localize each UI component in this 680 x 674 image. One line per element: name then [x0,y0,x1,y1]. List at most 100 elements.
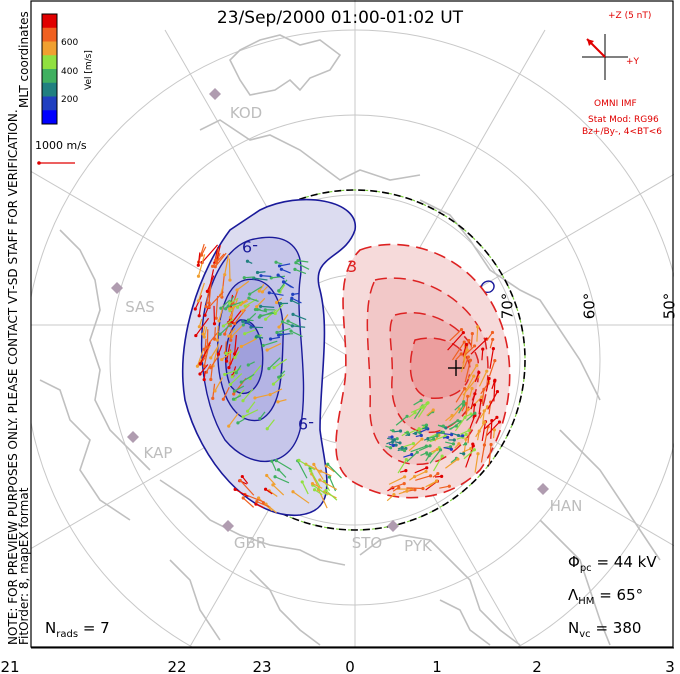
velocity-vector-origin [461,331,465,335]
velocity-vector [485,378,490,392]
velocity-vector [449,408,460,422]
velocity-vector-origin [388,446,393,450]
velocity-vector [197,252,201,266]
velocity-vector [389,483,405,490]
velocity-vector-origin [310,481,315,486]
velocity-vector-origin [236,421,240,425]
velocity-vector-origin [194,333,198,338]
velocity-vector [244,276,255,279]
velocity-vector-origin [457,407,461,411]
velocity-vector-origin [450,413,454,418]
velocity-vector-origin [428,474,433,478]
velocity-vector-origin [424,469,428,474]
color-bar-segment [42,96,57,111]
velocity-vector-origin [464,442,468,446]
velocity-vector-origin [235,305,240,309]
velocity-vector-origin [489,442,493,447]
velocity-vector-origin [197,325,201,329]
velocity-vector-origin [241,399,245,403]
velocity-vector-origin [424,426,428,430]
velocity-vector-origin [397,485,401,490]
velocity-vector-origin [497,420,502,424]
velocity-vector-origin [491,346,495,351]
velocity-vector-origin [202,335,206,339]
velocity-vector-origin [318,478,322,482]
velocity-vector-origin [205,289,209,294]
velocity-vector [260,275,272,277]
velocity-vector [229,299,238,318]
velocity-vector-origin [470,386,474,391]
velocity-vector-origin [246,318,250,322]
hm-latitude: ΛHM = 65° [568,586,644,607]
velocity-vector [199,342,211,364]
velocity-vector [292,313,307,321]
velocity-vector-origin [464,342,468,347]
velocity-vector [467,365,478,380]
velocity-vector [260,305,275,308]
velocity-vector [227,301,244,308]
velocity-vector-origin [274,260,278,264]
velocity-vector-origin [260,290,265,294]
velocity-vector [417,402,429,418]
velocity-vector [219,322,233,335]
velocity-vector-origin [240,474,244,479]
stat-model-label: Stat Mod: RG96 [588,115,659,125]
velocity-vector [206,275,215,292]
velocity-vector-origin [425,451,429,455]
velocity-vector-origin [404,458,408,462]
velocity-vector-origin [457,442,461,446]
velocity-vector [214,252,227,268]
velocity-vector-origin [267,291,271,295]
velocity-vector [464,360,472,383]
velocity-vector-origin [232,392,236,396]
velocity-vector-origin [472,403,477,407]
velocity-vector-origin [296,259,300,263]
velocity-vector [228,327,236,337]
velocity-vector [203,326,208,338]
velocity-vector-origin [263,487,268,491]
velocity-vector [268,357,281,370]
legend-tick-600: 600 [61,38,79,48]
velocity-vector [271,275,285,279]
velocity-vector-origin [417,427,421,431]
velocity-vector [297,260,309,263]
velocity-vector-origin [271,382,276,386]
velocity-vector-origin [297,458,301,462]
velocity-vector-origin [465,348,469,352]
velocity-vector [218,304,225,322]
velocity-vector [215,295,219,319]
velocity-vector-origin [274,300,279,305]
velocity-vector [210,366,213,380]
mlt-label-0: 0 [345,658,355,674]
velocity-vector-origin [410,452,414,457]
velocity-vector-origin [223,332,227,336]
velocity-vector-origin [327,475,332,479]
velocity-vector [484,416,498,430]
velocity-vector-origin [219,306,223,310]
velocity-vector [229,303,244,310]
velocity-vector-origin [435,434,439,438]
velocity-vector [406,487,423,490]
velocity-vector [228,258,231,281]
velocity-vectors [193,243,502,514]
legend-tick-200: 200 [61,95,79,105]
velocity-vector-origin [434,479,439,483]
velocity-vector-origin [202,377,206,382]
velocity-vector [198,301,202,316]
velocity-vector [294,268,307,275]
color-bar-segment [42,41,57,56]
velocity-vector [216,252,221,264]
velocity-vector-origin [406,431,410,435]
velocity-vector-origin [216,352,221,356]
velocity-vector [292,325,306,328]
color-bar-segment [42,69,57,84]
velocity-vector [273,358,288,369]
velocity-vector [197,282,205,301]
velocity-vector-origin [463,387,467,391]
velocity-vector-origin [239,380,243,384]
velocity-vector [240,373,255,383]
velocity-vector-origin [487,376,491,381]
velocity-vector [223,318,234,327]
velocity-vector-origin [278,301,283,306]
